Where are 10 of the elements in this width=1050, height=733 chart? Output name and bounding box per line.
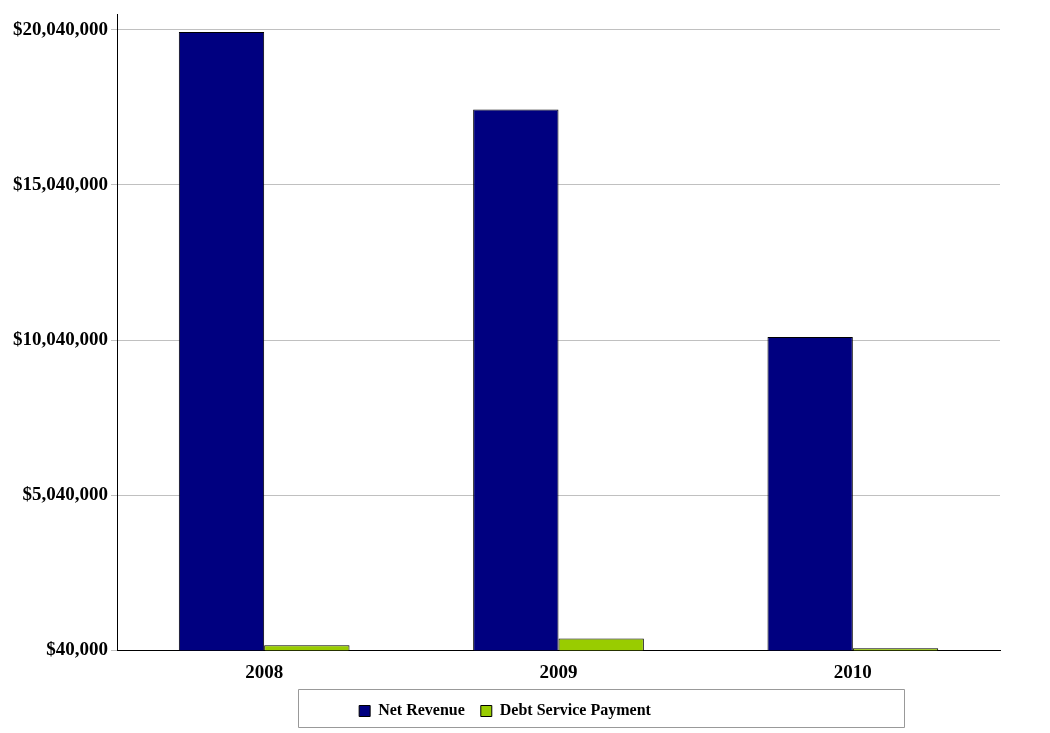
legend-label: Debt Service Payment bbox=[499, 701, 652, 720]
x-tick-label: 2010 bbox=[833, 660, 872, 682]
x-tick-label: 2009 bbox=[539, 660, 578, 682]
y-tick-label: $15,040,000 bbox=[13, 172, 108, 194]
y-tick-label: $20,040,000 bbox=[13, 17, 108, 39]
y-tick-label: $40,000 bbox=[46, 638, 108, 660]
legend-label: Net Revenue bbox=[378, 701, 465, 719]
y-tick-label: $5,040,000 bbox=[22, 483, 108, 505]
x-tick-label: 2008 bbox=[245, 660, 284, 682]
y-tick-label: $10,040,000 bbox=[13, 327, 108, 349]
